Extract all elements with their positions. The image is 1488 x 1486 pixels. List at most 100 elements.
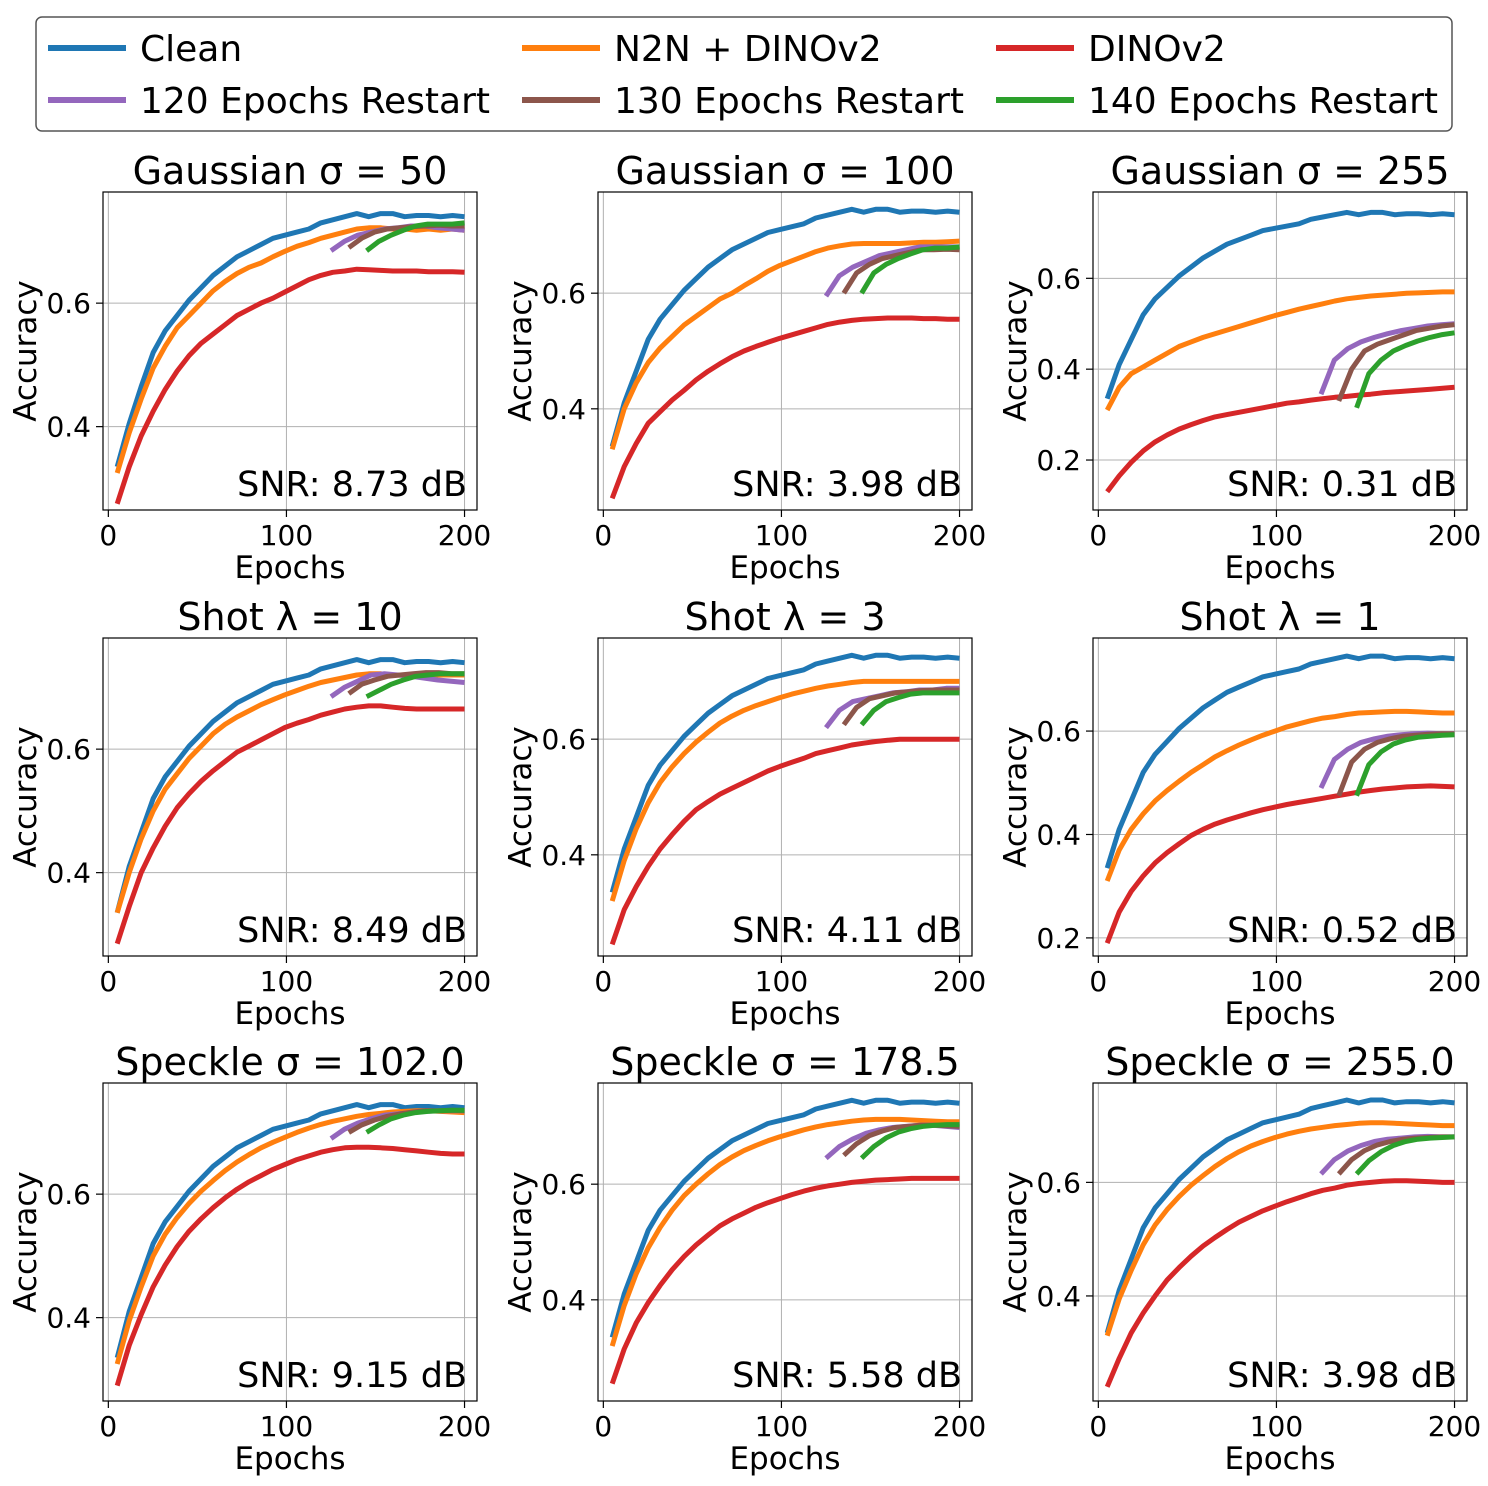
series-line-dinov2	[1105, 384, 1455, 494]
legend-label-dinov2: DINOv2	[1088, 29, 1226, 70]
series-line-n2n-dinov2	[114, 225, 465, 474]
snr-annotation: SNR: 4.11 dB	[732, 911, 962, 951]
series-group	[1104, 1097, 1455, 1388]
y-tick-label: 0.4	[46, 411, 91, 444]
legend-entry-130-epochs-restart: 130 Epochs Restart	[522, 81, 964, 122]
x-axis-label: Epochs	[1224, 996, 1335, 1032]
series-group	[114, 211, 465, 505]
series-line-dinov2	[609, 736, 960, 946]
axes-frame	[1092, 637, 1468, 957]
legend-frame	[35, 16, 1453, 132]
x-tick-label: 0	[1089, 965, 1107, 998]
series-line-140-epochs-restart	[859, 690, 960, 727]
series-line-clean	[114, 657, 465, 914]
legend-label-140-epochs-restart: 140 Epochs Restart	[1088, 81, 1438, 122]
y-tick-label: 0.6	[1036, 1166, 1081, 1199]
x-tick-label: 0	[1089, 1410, 1107, 1443]
axes-frame	[597, 191, 973, 511]
panel-title: Speckle σ = 178.5	[610, 1040, 959, 1084]
x-tick-label: 200	[438, 519, 491, 552]
y-tick-label: 0.4	[1036, 818, 1081, 851]
y-axis-label: Accuracy	[998, 280, 1034, 422]
snr-annotation: SNR: 8.49 dB	[237, 911, 467, 951]
series-line-clean	[609, 1097, 960, 1339]
legend-entry-120-epochs-restart: 120 Epochs Restart	[48, 81, 490, 122]
series-line-dinov2	[609, 1175, 960, 1385]
y-axis-label: Accuracy	[8, 1171, 44, 1313]
snr-annotation: SNR: 3.98 dB	[1227, 1356, 1457, 1396]
x-tick-label: 200	[933, 519, 986, 552]
y-tick-label: 0.4	[46, 1302, 91, 1335]
series-line-clean	[609, 652, 960, 894]
series-line-dinov2	[114, 1144, 465, 1387]
x-tick-label: 100	[1250, 965, 1303, 998]
x-axis-label: Epochs	[729, 550, 840, 586]
panel-speckle-255-0: 0 100 200 0.4 0.6 Speckle σ = 255.0 Epochs Accu…	[998, 1040, 1481, 1477]
series-line-140-epochs-restart	[365, 220, 465, 253]
x-tick-label: 100	[260, 519, 313, 552]
axes-frame	[1092, 191, 1468, 511]
series-line-n2n-dinov2	[609, 1116, 960, 1347]
legend-entry-n2n-dinov2: N2N + DINOv2	[522, 29, 882, 70]
snr-annotation: SNR: 3.98 dB	[732, 465, 962, 505]
y-tick-label: 0.6	[541, 723, 586, 756]
y-tick-label: 0.4	[1036, 1280, 1081, 1313]
series-line-dinov2	[609, 315, 960, 500]
panel-title: Gaussian σ = 50	[133, 149, 448, 193]
x-tick-label: 100	[755, 1410, 808, 1443]
y-tick-label: 0.2	[1036, 922, 1081, 955]
series-line-n2n-dinov2	[609, 238, 960, 451]
x-axis-label: Epochs	[729, 996, 840, 1032]
x-tick-label: 100	[260, 1410, 313, 1443]
y-tick-label: 0.6	[46, 733, 91, 766]
x-tick-label: 0	[594, 965, 612, 998]
y-tick-label: 0.2	[1036, 444, 1081, 477]
x-tick-label: 0	[99, 965, 117, 998]
axes-frame	[102, 1082, 478, 1402]
series-line-140-epochs-restart	[365, 671, 465, 699]
y-tick-label: 0.4	[541, 393, 586, 426]
x-tick-label: 200	[1428, 965, 1481, 998]
x-axis-label: Epochs	[234, 1441, 345, 1477]
x-tick-label: 200	[933, 1410, 986, 1443]
y-tick-label: 0.4	[1036, 353, 1081, 386]
series-group	[1104, 653, 1455, 944]
legend-label-120-epochs-restart: 120 Epochs Restart	[140, 81, 490, 122]
series-line-140-epochs-restart	[859, 1122, 960, 1161]
series-group	[114, 1102, 465, 1387]
x-tick-label: 0	[594, 1410, 612, 1443]
x-tick-label: 200	[1428, 1410, 1481, 1443]
series-line-140-epochs-restart	[1354, 1134, 1455, 1176]
panel-title: Gaussian σ = 100	[615, 149, 954, 193]
x-tick-label: 200	[438, 965, 491, 998]
panel-title: Gaussian σ = 255	[1110, 149, 1449, 193]
x-tick-label: 100	[1250, 1410, 1303, 1443]
series-line-130-epochs-restart	[1336, 322, 1455, 402]
legend-entry-140-epochs-restart: 140 Epochs Restart	[996, 81, 1438, 122]
axes-frame	[597, 637, 973, 957]
y-tick-label: 0.4	[541, 1284, 586, 1317]
series-line-clean	[1104, 209, 1455, 400]
series-line-clean	[609, 206, 960, 448]
series-line-clean	[1104, 1097, 1455, 1334]
x-tick-label: 100	[1250, 519, 1303, 552]
x-tick-label: 100	[755, 519, 808, 552]
series-line-dinov2	[1104, 783, 1455, 944]
panel-title: Speckle σ = 255.0	[1105, 1040, 1454, 1084]
x-tick-label: 100	[755, 965, 808, 998]
series-group	[609, 1097, 960, 1385]
series-line-clean	[114, 211, 465, 468]
x-tick-label: 0	[1089, 519, 1107, 552]
y-tick-label: 0.6	[1036, 262, 1081, 295]
legend-label-130-epochs-restart: 130 Epochs Restart	[614, 81, 964, 122]
panel-gaussian-100: 0 100 200 0.4 0.6 Gaussian σ = 100 Epochs Accur…	[503, 149, 986, 586]
series-line-n2n-dinov2	[1104, 289, 1455, 412]
series-line-dinov2	[114, 266, 465, 505]
axes-frame	[1092, 1082, 1468, 1402]
y-axis-label: Accuracy	[998, 726, 1034, 868]
y-axis-label: Accuracy	[503, 726, 539, 868]
panel-title: Speckle σ = 102.0	[115, 1040, 464, 1084]
panel-shot-3: 0 100 200 0.4 0.6 Shot λ = 3 Epochs Accuracy SNR…	[503, 595, 986, 1032]
x-axis-label: Epochs	[1224, 550, 1335, 586]
